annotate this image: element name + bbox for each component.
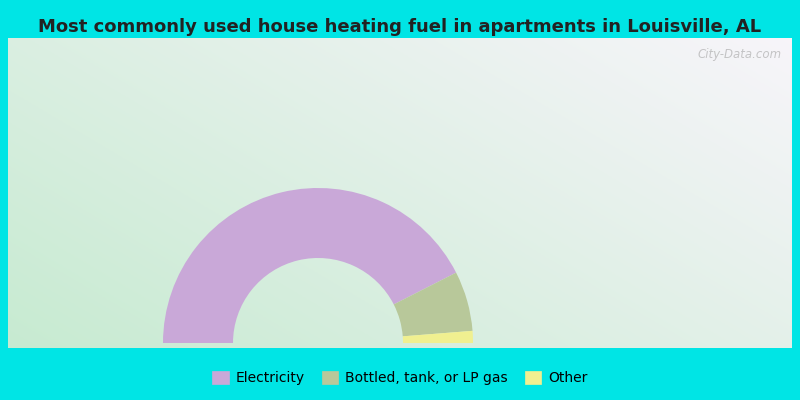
Text: City-Data.com: City-Data.com [698, 48, 782, 61]
Wedge shape [394, 273, 473, 336]
Wedge shape [402, 331, 473, 343]
Wedge shape [163, 188, 456, 343]
Text: Most commonly used house heating fuel in apartments in Louisville, AL: Most commonly used house heating fuel in… [38, 18, 762, 36]
Legend: Electricity, Bottled, tank, or LP gas, Other: Electricity, Bottled, tank, or LP gas, O… [208, 367, 592, 390]
